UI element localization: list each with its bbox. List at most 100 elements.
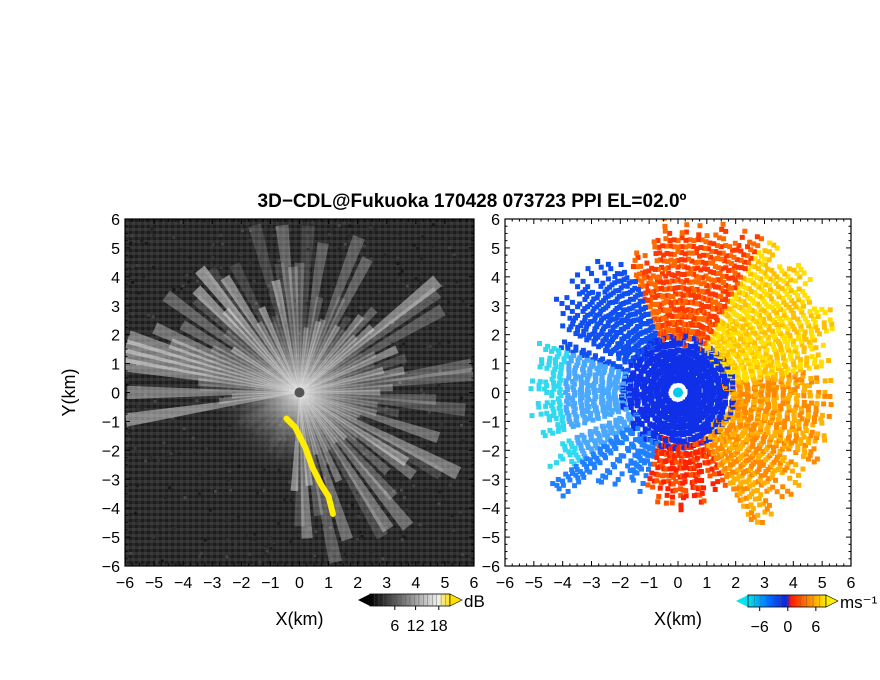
velocity-cell bbox=[675, 244, 681, 250]
speckle bbox=[130, 312, 134, 316]
velocity-cell bbox=[572, 390, 578, 395]
velocity-cell bbox=[699, 490, 705, 496]
velocity-cell bbox=[595, 321, 601, 327]
velocity-cell bbox=[618, 326, 624, 332]
speckle bbox=[398, 381, 402, 385]
y-tick-label: 2 bbox=[111, 328, 120, 345]
velocity-cell bbox=[712, 284, 718, 290]
velocity-cell bbox=[563, 381, 569, 387]
velocity-cell bbox=[571, 409, 577, 415]
velocity-cell bbox=[781, 455, 787, 461]
velocity-cell bbox=[770, 328, 776, 334]
velocity-cell bbox=[681, 279, 687, 285]
velocity-cell bbox=[679, 235, 685, 241]
velocity-cell bbox=[693, 273, 699, 279]
velocity-cell bbox=[559, 300, 565, 306]
velocity-cell bbox=[748, 263, 754, 269]
velocity-cell bbox=[760, 296, 766, 302]
radar-center-marker bbox=[294, 387, 305, 398]
velocity-cell bbox=[585, 284, 591, 290]
velocity-cell bbox=[657, 250, 663, 256]
velocity-cell bbox=[788, 491, 794, 497]
velocity-cell bbox=[705, 276, 711, 282]
velocity-cell bbox=[791, 314, 797, 320]
velocity-cell bbox=[772, 402, 778, 408]
velocity-cell bbox=[602, 455, 608, 461]
velocity-cell bbox=[781, 387, 787, 393]
velocity-cell bbox=[690, 459, 696, 465]
velocity-cell bbox=[638, 284, 644, 290]
speckle bbox=[211, 243, 215, 247]
velocity-cell bbox=[723, 243, 729, 249]
velocity-cell bbox=[623, 299, 629, 305]
velocity-cell bbox=[699, 237, 705, 243]
velocity-cell bbox=[604, 332, 610, 338]
velocity-cell bbox=[694, 363, 700, 369]
velocity-cell bbox=[764, 371, 770, 377]
velocity-cell bbox=[801, 403, 807, 409]
velocity-cell bbox=[780, 390, 786, 395]
velocity-cell bbox=[618, 262, 624, 268]
velocity-cell bbox=[624, 283, 630, 289]
velocity-cell bbox=[560, 493, 566, 499]
velocity-cell bbox=[772, 371, 778, 377]
velocity-cell bbox=[652, 294, 658, 300]
speckle bbox=[172, 288, 176, 292]
velocity-cell bbox=[607, 331, 613, 337]
velocity-cell bbox=[757, 463, 763, 469]
velocity-cell bbox=[728, 260, 734, 266]
velocity-cell bbox=[818, 359, 824, 365]
velocity-cell bbox=[596, 478, 602, 484]
velocity-cell bbox=[745, 268, 751, 274]
speckle bbox=[289, 498, 293, 502]
velocity-cell bbox=[697, 253, 703, 259]
velocity-cell bbox=[718, 333, 724, 339]
velocity-cell bbox=[785, 435, 791, 441]
velocity-cell bbox=[760, 362, 766, 368]
speckle bbox=[201, 470, 205, 474]
velocity-cell bbox=[736, 290, 742, 296]
velocity-cell bbox=[795, 332, 801, 338]
velocity-cell bbox=[761, 316, 767, 322]
speckle bbox=[266, 288, 270, 292]
speckle bbox=[422, 391, 426, 395]
velocity-cell bbox=[736, 484, 742, 490]
velocity-cell bbox=[803, 420, 809, 426]
velocity-cell bbox=[637, 298, 643, 304]
velocity-cell bbox=[731, 254, 737, 260]
velocity-cell bbox=[619, 400, 625, 406]
velocity-cell bbox=[564, 350, 570, 356]
speckle bbox=[229, 276, 233, 280]
speckle bbox=[363, 255, 367, 259]
velocity-cell bbox=[585, 304, 591, 310]
speckle bbox=[132, 528, 136, 532]
velocity-cell bbox=[575, 304, 581, 310]
velocity-cell bbox=[766, 357, 772, 363]
velocity-cell bbox=[681, 495, 687, 501]
velocity-cell bbox=[790, 359, 796, 365]
velocity-cell bbox=[558, 393, 564, 399]
velocity-cell bbox=[691, 271, 697, 277]
speckle bbox=[272, 540, 276, 544]
velocity-cell bbox=[651, 289, 657, 295]
velocity-cell bbox=[560, 441, 566, 447]
velocity-cell bbox=[587, 413, 593, 419]
velocity-cell bbox=[684, 222, 690, 228]
velocity-cell bbox=[586, 290, 592, 296]
colorbar-tick-label: 6 bbox=[390, 618, 399, 635]
velocity-cell bbox=[794, 329, 800, 335]
velocity-cell bbox=[747, 325, 753, 331]
velocity-cell bbox=[815, 313, 821, 319]
velocity-cell bbox=[618, 278, 624, 284]
velocity-cell bbox=[786, 407, 792, 413]
velocity-cell bbox=[575, 454, 581, 460]
velocity-cell bbox=[781, 421, 787, 427]
speckle bbox=[133, 446, 137, 450]
speckle bbox=[370, 287, 374, 291]
velocity-cell bbox=[535, 400, 541, 406]
velocity-cell bbox=[808, 326, 814, 332]
velocity-cell bbox=[774, 274, 780, 280]
velocity-cell bbox=[725, 455, 731, 461]
velocity-cell bbox=[682, 479, 688, 485]
velocity-cell bbox=[791, 414, 797, 420]
